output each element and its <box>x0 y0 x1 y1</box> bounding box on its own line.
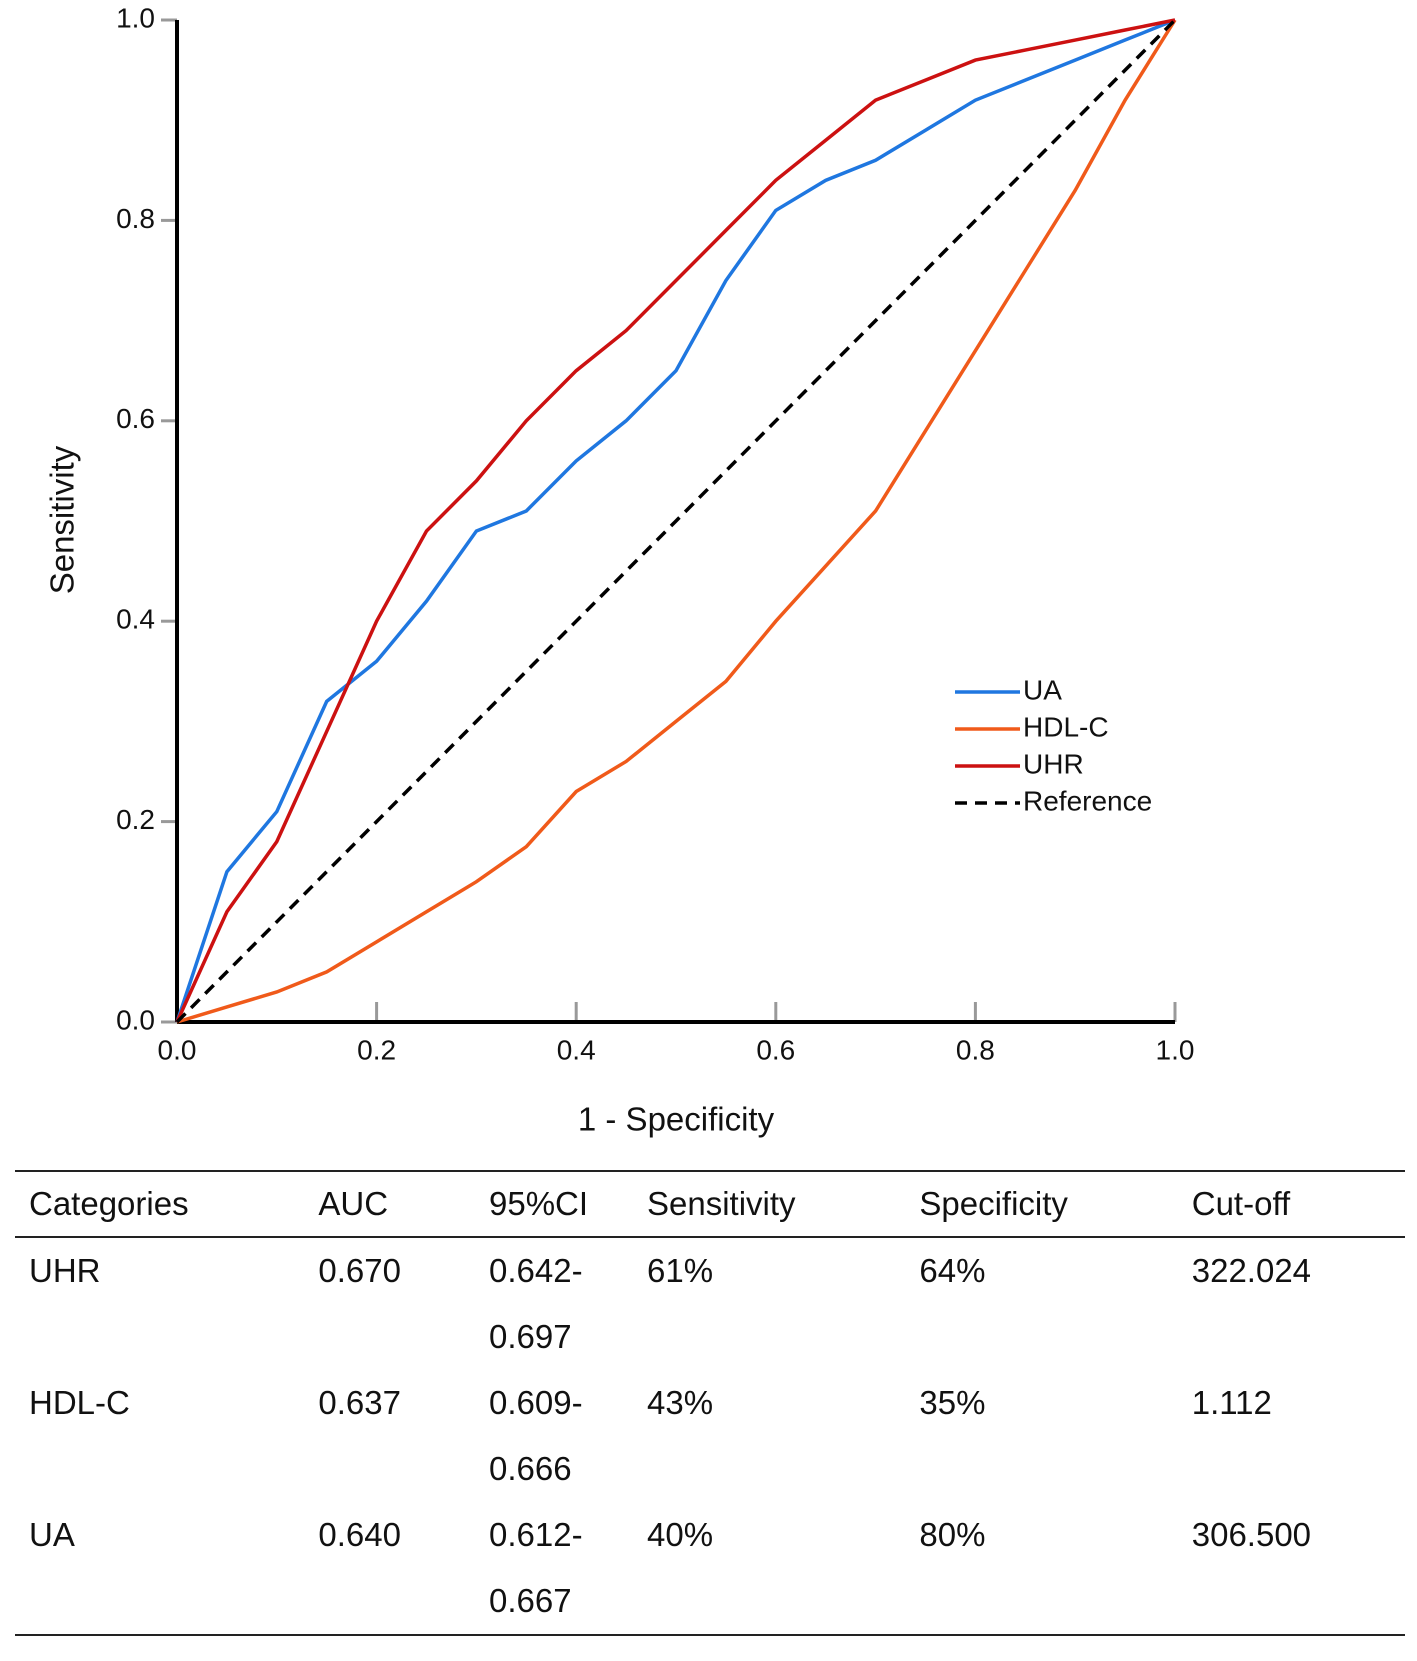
roc-curve <box>175 18 1177 1024</box>
legend-label: HDL-C <box>1023 711 1109 742</box>
x-tick-label: 0.2 <box>357 1034 396 1065</box>
table-cell: 0.612-0.667 <box>475 1502 633 1636</box>
x-tick-label: 0.0 <box>158 1034 197 1065</box>
x-tick-label: 0.8 <box>956 1034 995 1065</box>
table-cell: 0.609-0.666 <box>489 1384 583 1487</box>
table-cell: UHR <box>29 1252 101 1289</box>
table-cell: 0.642-0.697 <box>489 1252 583 1355</box>
legend-label: UHR <box>1023 748 1084 779</box>
table-cell: 322.024 <box>1191 1252 1312 1289</box>
roc-curve <box>175 18 1176 1023</box>
y-tick-label: 0.0 <box>116 1004 155 1035</box>
table-cell: HDL-C <box>29 1384 130 1421</box>
x-tick-label: 0.4 <box>557 1034 596 1065</box>
table-cell: 64% <box>919 1252 986 1289</box>
y-tick-label: 0.4 <box>116 604 155 635</box>
header-cell: Sensitivity <box>633 1170 906 1238</box>
chart: 1 - Specificity Sensitivity 0.0 0.2 0.4 0.6… <box>44 2 1195 1138</box>
header-cell: AUC <box>304 1170 475 1238</box>
table-cell: 0.670 <box>318 1252 401 1289</box>
results-table: Categories AUC 95%CI Sensitivity Specificity… <box>15 1170 1405 1636</box>
header-cell: Cut-off <box>1177 1170 1405 1238</box>
header-row: Categories AUC 95%CI Sensitivity Specificity… <box>15 1170 1405 1238</box>
table-cell: 35% <box>919 1384 986 1421</box>
header-cell: Specificity <box>905 1170 1178 1238</box>
table-cell: 0.637 <box>318 1384 401 1421</box>
y-tick-label: 0.8 <box>116 203 155 234</box>
y-tick-label: 0.6 <box>116 403 155 434</box>
table-row: UHR 0.670 0.642-0.697 61% 64% 322.024 <box>15 1237 1405 1370</box>
x-tick-label: 0.6 <box>756 1034 795 1065</box>
table-cell: 80% <box>905 1502 1178 1636</box>
header-cell: 95%CI <box>475 1170 633 1238</box>
x-tick-label: 1.0 <box>1156 1034 1195 1065</box>
table-cell: 43% <box>647 1384 714 1421</box>
table-cell: 306.500 <box>1177 1502 1405 1636</box>
y-tick-label: 1.0 <box>116 2 155 33</box>
legend-label: UA <box>1023 674 1062 705</box>
table-cell: 61% <box>647 1252 714 1289</box>
header-cell: Categories <box>15 1170 305 1238</box>
roc-curve <box>175 18 1176 1023</box>
table-cell: 40% <box>633 1502 906 1636</box>
table-cell: UA <box>15 1502 305 1636</box>
y-tick-label: 0.2 <box>116 804 155 835</box>
table-cell: 0.640 <box>304 1502 475 1636</box>
roc-curve <box>176 19 1177 1024</box>
table-row: HDL-C 0.637 0.609-0.666 43% 35% 1.112 <box>15 1370 1405 1502</box>
table-cell: 1.112 <box>1191 1384 1272 1421</box>
x-axis-label: 1 - Specificity <box>578 1101 775 1138</box>
y-axis-label: Sensitivity <box>44 445 81 594</box>
table-row: UA 0.640 0.612-0.667 40% 80% 306.500 <box>15 1502 1405 1636</box>
legend-label: Reference <box>1023 785 1152 816</box>
